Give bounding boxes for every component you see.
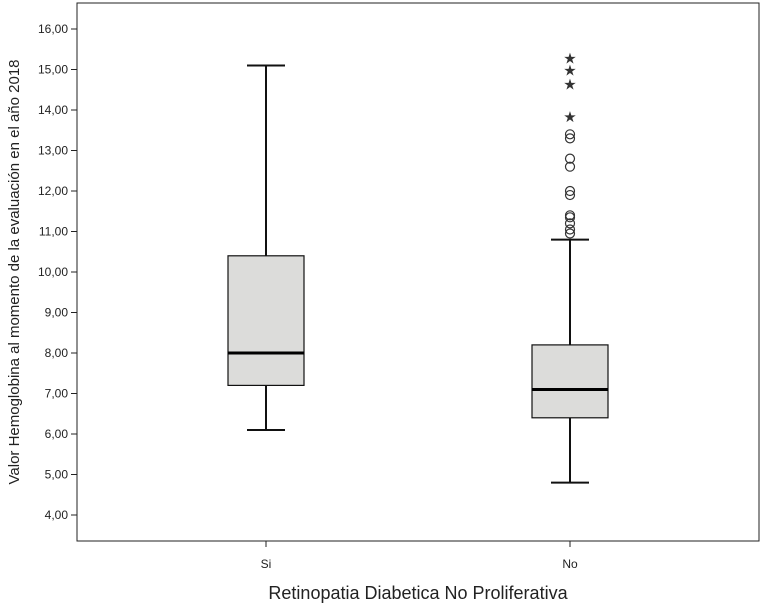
- boxes: ★★★★: [227, 49, 609, 484]
- extreme-point: ★: [563, 76, 576, 94]
- y-tick-label: 4,00: [45, 508, 69, 522]
- y-axis-title: Valor Hemoglobina al momento de la evalu…: [6, 59, 23, 484]
- outlier-point: [564, 129, 576, 140]
- y-tick-label: 13,00: [38, 144, 68, 158]
- outlier-point: [564, 218, 576, 229]
- y-tick-label: 12,00: [38, 184, 68, 198]
- x-tick-label-si: Si: [261, 557, 272, 571]
- outlier-point: [564, 189, 576, 201]
- extreme-point: ★: [563, 108, 576, 126]
- interquartile-box: [227, 255, 305, 387]
- x-axis: Si No: [261, 541, 578, 571]
- extreme-point: ★: [563, 62, 576, 80]
- outlier-point: [564, 228, 576, 239]
- outlier-point: [564, 153, 576, 164]
- y-tick-label: 8,00: [45, 346, 69, 360]
- y-tick-label: 5,00: [45, 468, 69, 482]
- y-tick-label: 11,00: [39, 225, 68, 239]
- outlier-point: [564, 224, 576, 235]
- y-tick-label: 10,00: [38, 265, 68, 279]
- outlier-point: [564, 185, 576, 197]
- y-tick-label: 9,00: [45, 306, 69, 320]
- y-tick-label: 6,00: [45, 427, 69, 441]
- outlier-point: [564, 161, 576, 172]
- extreme-point: ★: [563, 49, 576, 67]
- x-axis-title: Retinopatia Diabetica No Proliferativa: [268, 583, 568, 603]
- x-tick-label-no: No: [562, 557, 578, 571]
- box-no: ★★★★: [531, 49, 609, 484]
- y-axis: 4,00 5,00 6,00 7,00 8,00 9,00 10,00 11,00 12,00 1…: [38, 22, 77, 522]
- interquartile-box: [531, 344, 609, 419]
- outlier-point: [564, 210, 576, 221]
- plot-frame: [76, 2, 760, 542]
- y-tick-label: 7,00: [45, 387, 69, 401]
- y-tick-label: 14,00: [38, 103, 68, 117]
- y-tick-label: 15,00: [38, 63, 68, 77]
- outlier-point: [564, 133, 576, 144]
- box-si: [227, 64, 305, 431]
- y-tick-label: 16,00: [38, 22, 68, 36]
